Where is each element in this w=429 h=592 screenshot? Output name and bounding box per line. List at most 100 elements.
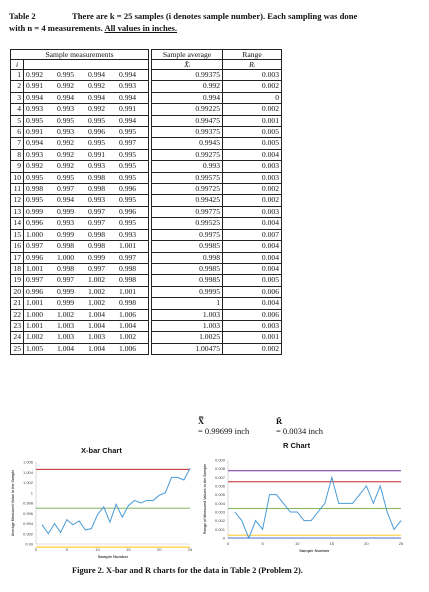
y-axis-label: Range of Measured Values in the Sample — [203, 464, 207, 534]
data-point — [115, 503, 117, 505]
measurement-cell: 0.998 — [117, 262, 149, 276]
measurement-cell: 1.001 — [23, 319, 55, 333]
sample-range: 0.002 — [222, 342, 282, 356]
data-point — [386, 511, 388, 513]
figure-caption: Figure 2. X-bar and R charts for the dat… — [72, 566, 303, 575]
measurement-cell: 0.994 — [23, 91, 55, 105]
data-point — [345, 502, 347, 504]
sample-index: 13 — [10, 205, 24, 219]
caption-line-2: with n = 4 measurements. All values in i… — [9, 22, 425, 34]
table-subheader-row: i X̄ᵢ Rᵢ — [10, 59, 282, 70]
data-point — [379, 485, 381, 487]
measurement-cell: 0.994 — [117, 68, 149, 82]
xbar-summary: X̿ = 0.99699 inch — [198, 416, 249, 436]
header-measurements: Sample measurements — [10, 49, 149, 60]
y-tick-label: 0.008 — [215, 466, 226, 471]
data-point — [91, 528, 92, 530]
measurement-cell: 0.992 — [86, 80, 117, 93]
measurement-cell: 1.004 — [86, 319, 117, 333]
y-tick-label: 0.003 — [215, 510, 226, 515]
measurement-cell: 0.998 — [55, 262, 86, 276]
sample-range: 0.004 — [222, 297, 282, 310]
x-tick-label: 0 — [35, 547, 38, 552]
table-row: 25 1.005 1.004 1.004 1.006 1.00475 0.002 — [10, 342, 282, 356]
sample-index: 7 — [10, 137, 24, 150]
data-point — [359, 494, 360, 496]
data-point — [84, 529, 86, 531]
data-point — [269, 494, 270, 496]
measurement-cell: 0.992 — [55, 148, 86, 162]
xbar-value: = 0.99699 inch — [198, 426, 250, 436]
sample-average: 1.003 — [151, 319, 223, 333]
x-tick-label: 25 — [399, 541, 404, 546]
data-point — [54, 523, 55, 524]
measurement-cell: 0.998 — [86, 183, 117, 196]
header-r: Rᵢ — [222, 59, 282, 70]
data-point — [60, 532, 62, 533]
measurement-cell: 1.002 — [86, 297, 117, 310]
measurement-cell: 0.996 — [23, 285, 55, 299]
measurement-cell: 0.999 — [55, 228, 86, 242]
sample-index: 14 — [10, 217, 24, 230]
table-row: 5 0.995 0.995 0.995 0.994 0.99475 0.001 — [10, 114, 282, 128]
table-row: 10 0.995 0.995 0.998 0.995 0.99575 0.003 — [10, 171, 282, 185]
table-row: 17 0.996 1.000 0.999 0.997 0.998 0.004 — [10, 251, 282, 264]
xbar-chart-title: X-bar Chart — [81, 446, 122, 455]
data-series-line — [234, 475, 402, 540]
x-tick-label: 5 — [66, 547, 69, 552]
data-point — [303, 520, 305, 522]
measurement-cell: 0.994 — [23, 137, 55, 150]
measurement-cell: 0.995 — [117, 148, 149, 162]
sample-index: 8 — [10, 148, 24, 162]
table-row: 12 0.995 0.994 0.993 0.995 0.99425 0.002 — [10, 194, 282, 207]
y-tick-label: 0.001 — [215, 527, 226, 532]
measurement-cell: 0.992 — [86, 103, 117, 116]
measurement-cell: 0.999 — [55, 205, 86, 219]
measurement-cell: 0.991 — [86, 148, 117, 162]
y-tick-label: 0.004 — [215, 501, 226, 506]
sample-average: 0.99775 — [151, 205, 223, 219]
sample-index: 1 — [10, 68, 24, 82]
data-point — [189, 468, 191, 469]
sample-index: 16 — [10, 240, 24, 253]
table-row: 18 1.001 0.998 0.997 0.998 0.9985 0.004 — [10, 262, 282, 276]
data-point — [317, 511, 319, 513]
measurement-cell: 0.993 — [86, 160, 117, 173]
y-tick-label: 1 — [31, 490, 34, 495]
data-point — [393, 528, 395, 530]
sample-index: 3 — [10, 91, 24, 105]
x-tick-label: 20 — [364, 541, 369, 546]
measurement-cell: 0.997 — [55, 274, 86, 287]
data-point — [128, 505, 129, 506]
sample-average: 0.99375 — [151, 68, 223, 82]
x-tick-label: 10 — [295, 541, 300, 546]
measurement-cell: 0.993 — [55, 126, 86, 139]
sample-range: 0.001 — [222, 331, 282, 344]
measurement-cell: 0.992 — [55, 137, 86, 150]
measurement-cell: 0.991 — [23, 80, 55, 93]
measurement-cell: 0.998 — [23, 183, 55, 196]
table-row: 19 0.997 0.997 1.002 0.998 0.9985 0.005 — [10, 274, 282, 287]
measurement-cell: 0.999 — [55, 297, 86, 310]
measurement-cell: 1.001 — [117, 240, 149, 253]
measurement-cell: 0.995 — [117, 171, 149, 185]
sample-average: 0.998 — [151, 251, 223, 264]
data-point — [338, 502, 340, 504]
measurement-cell: 0.999 — [55, 285, 86, 299]
measurement-cell: 0.992 — [23, 68, 55, 82]
sample-range: 0.003 — [222, 68, 282, 82]
samples-table: Sample measurements Sample average Range… — [10, 49, 282, 356]
measurement-cell: 1.005 — [23, 342, 55, 356]
measurement-cell: 1.004 — [86, 342, 117, 356]
sample-index: 19 — [10, 274, 24, 287]
measurement-cell: 0.991 — [23, 126, 55, 139]
measurement-cell: 1.002 — [55, 308, 86, 321]
table-row: 9 0.992 0.992 0.993 0.995 0.993 0.003 — [10, 160, 282, 173]
table-row: 7 0.994 0.992 0.995 0.997 0.9945 0.005 — [10, 137, 282, 150]
measurement-cell: 0.994 — [86, 68, 117, 82]
data-point — [78, 520, 80, 522]
y-tick-label: 1.002 — [23, 480, 34, 485]
sample-range: 0.004 — [222, 148, 282, 162]
measurement-cell: 1.000 — [23, 228, 55, 242]
data-point — [140, 502, 142, 504]
